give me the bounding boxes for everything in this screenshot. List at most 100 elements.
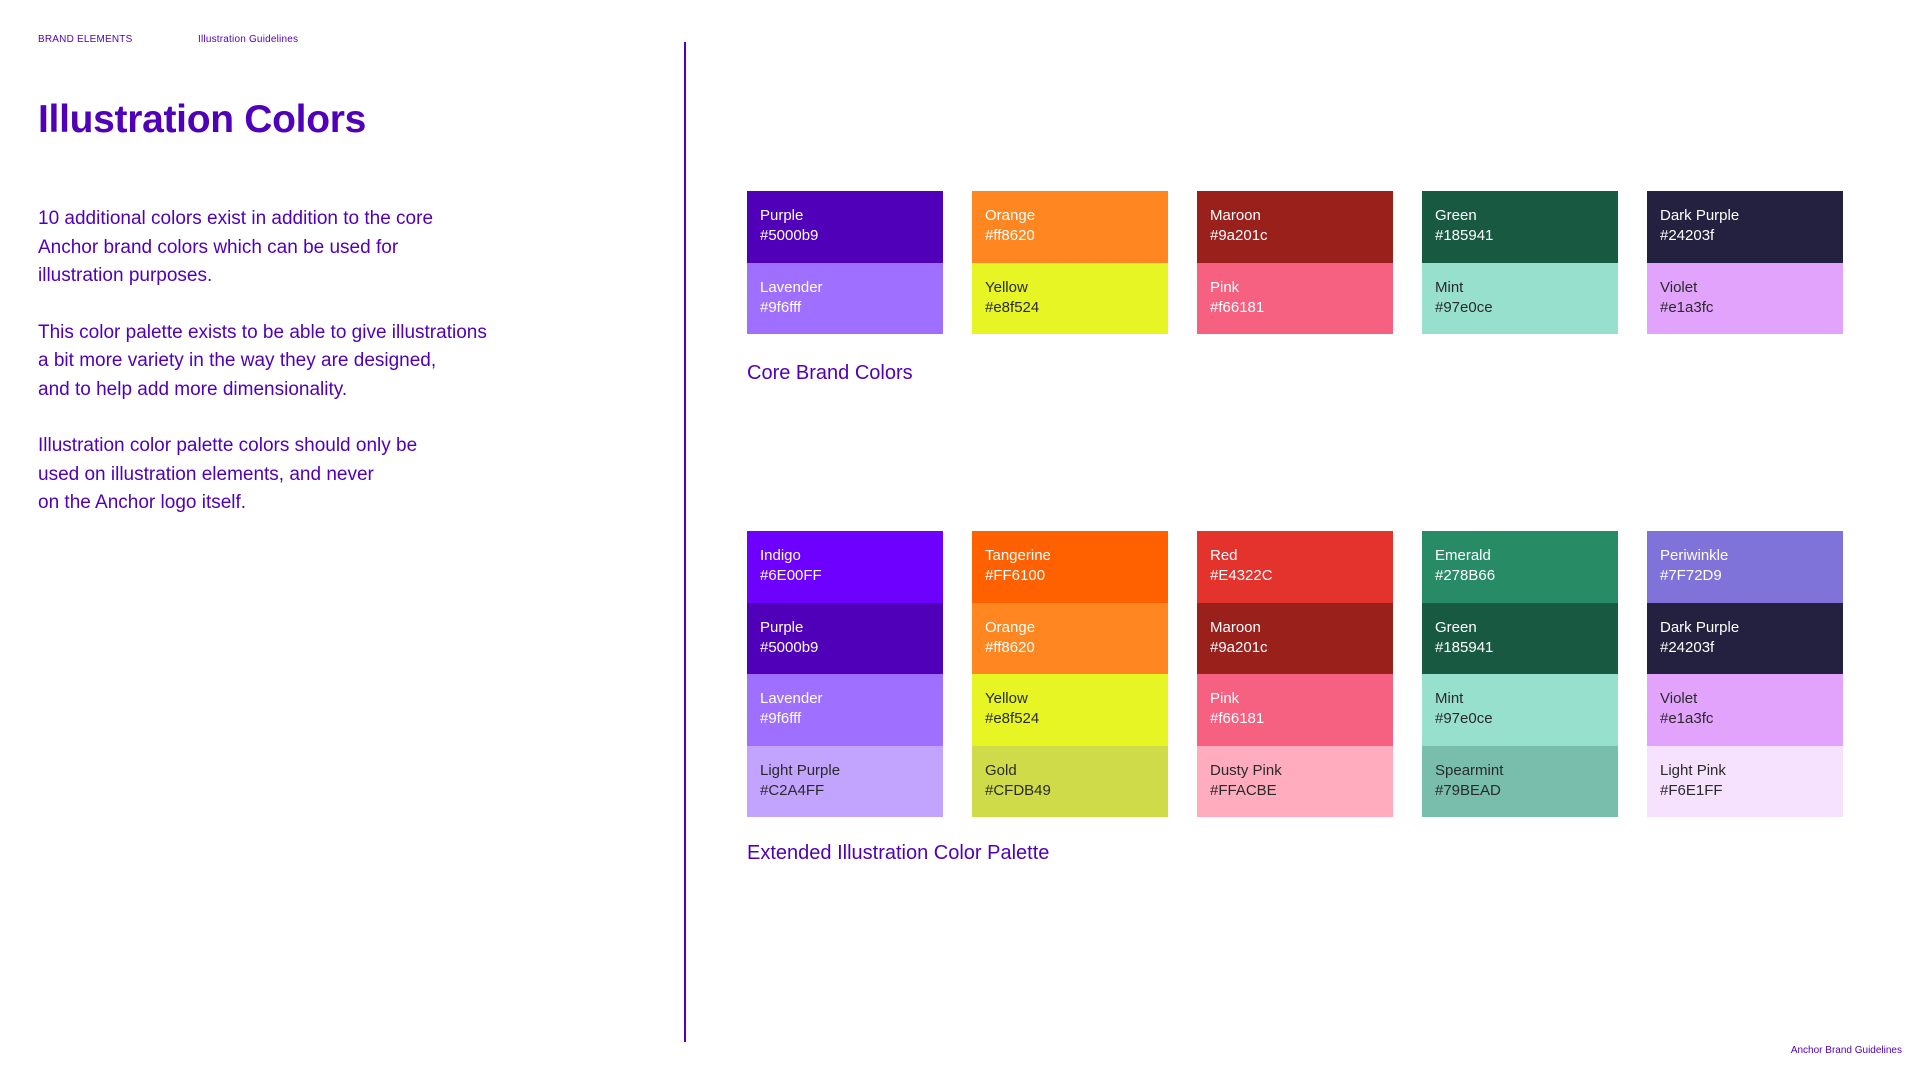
swatch-column: Indigo #6E00FF Purple #5000b9 Lavender #9f6ff… xyxy=(747,531,943,817)
swatch-hex: #9a201c xyxy=(1210,227,1268,244)
swatch-hex: #E4322C xyxy=(1210,567,1273,584)
swatch-hex: #5000b9 xyxy=(760,638,819,656)
swatch-hex: #e1a3fc xyxy=(1660,710,1714,727)
swatch-hex: #FF6100 xyxy=(985,567,1046,584)
swatch-name: Spearmint xyxy=(1435,761,1504,779)
swatch-name: Dark Purple xyxy=(1660,207,1740,224)
swatch-hex: #f66181 xyxy=(1210,298,1265,316)
swatch-name: Gold xyxy=(985,761,1017,779)
footer-brand-guidelines: Anchor Brand Guidelines xyxy=(1790,1045,1902,1056)
core-palette-label: Core Brand Colors xyxy=(747,362,913,384)
swatch-name: Dark Purple xyxy=(1660,618,1740,636)
color-swatch: Maroon #9a201c xyxy=(1197,191,1393,263)
swatch-name: Purple xyxy=(760,207,804,224)
swatch-hex: #ff8620 xyxy=(985,638,1035,656)
color-swatch: Green #185941 xyxy=(1422,602,1618,674)
swatch-name: Red xyxy=(1210,547,1238,564)
swatch-name: Purple xyxy=(760,618,804,636)
swatch-hex: #97e0ce xyxy=(1435,298,1493,316)
swatch-hex: #97e0ce xyxy=(1435,710,1493,727)
swatch-name: Light Purple xyxy=(760,761,841,779)
core-brand-palette: Purple #5000b9 Lavender #9f6fff Orange #ff862… xyxy=(747,191,1843,334)
swatch-name: Orange xyxy=(985,207,1036,224)
swatch-column: Periwinkle #7F72D9 Dark Purple #24203f Viole… xyxy=(1647,531,1843,817)
swatch-hex: #6E00FF xyxy=(760,567,822,584)
swatch-name: Indigo xyxy=(760,547,801,564)
swatch-hex: #9a201c xyxy=(1210,638,1268,656)
swatch-column: Tangerine #FF6100 Orange #ff8620 Yellow #e8f5… xyxy=(972,531,1168,817)
color-swatch: Purple #5000b9 xyxy=(747,191,943,263)
swatch-name: Green xyxy=(1435,207,1477,224)
vertical-divider xyxy=(684,42,686,1042)
color-swatch: Emerald #278B66 xyxy=(1422,531,1618,603)
swatch-hex: #278B66 xyxy=(1435,567,1496,584)
color-swatch: Green #185941 xyxy=(1422,191,1618,263)
color-swatch: Dark Purple #24203f xyxy=(1647,191,1843,263)
swatch-hex: #e8f524 xyxy=(985,710,1040,727)
swatch-column: Maroon #9a201c Pink #f66181 xyxy=(1197,191,1393,334)
swatch-name: Orange xyxy=(985,618,1036,636)
swatch-name: Dusty Pink xyxy=(1210,761,1282,779)
swatch-name: Maroon xyxy=(1210,207,1261,224)
swatch-column: Red #E4322C Maroon #9a201c Pink #f66181 Dusty … xyxy=(1197,531,1393,817)
swatch-name: Yellow xyxy=(985,278,1028,296)
color-swatch: Red #E4322C xyxy=(1197,531,1393,603)
color-swatch: Violet #e1a3fc xyxy=(1647,262,1843,334)
color-swatch: Yellow #e8f524 xyxy=(972,674,1168,746)
swatch-name: Pink xyxy=(1210,690,1240,707)
breadcrumb-section: BRAND ELEMENTS xyxy=(38,34,133,45)
swatch-name: Lavender xyxy=(760,690,823,707)
swatch-hex: #185941 xyxy=(1435,227,1494,244)
swatch-name: Mint xyxy=(1435,690,1464,707)
color-swatch: Maroon #9a201c xyxy=(1197,602,1393,674)
swatch-name: Mint xyxy=(1435,278,1464,296)
swatch-column: Dark Purple #24203f Violet #e1a3fc xyxy=(1647,191,1843,334)
color-swatch: Light Purple #C2A4FF xyxy=(747,745,943,817)
swatch-hex: #24203f xyxy=(1660,227,1715,244)
color-swatch: Pink #f66181 xyxy=(1197,262,1393,334)
swatch-name: Pink xyxy=(1210,278,1240,296)
swatch-name: Yellow xyxy=(985,690,1028,707)
color-swatch: Periwinkle #7F72D9 xyxy=(1647,531,1843,603)
color-swatch: Gold #CFDB49 xyxy=(972,745,1168,817)
swatch-hex: #F6E1FF xyxy=(1660,781,1723,799)
color-swatch: Dusty Pink #FFACBE xyxy=(1197,745,1393,817)
swatch-hex: #CFDB49 xyxy=(985,781,1051,799)
color-swatch: Purple #5000b9 xyxy=(747,602,943,674)
color-swatch: Orange #ff8620 xyxy=(972,191,1168,263)
color-swatch: Tangerine #FF6100 xyxy=(972,531,1168,603)
swatch-hex: #79BEAD xyxy=(1435,781,1501,799)
swatch-hex: #f66181 xyxy=(1210,710,1265,727)
color-swatch: Dark Purple #24203f xyxy=(1647,602,1843,674)
swatch-name: Green xyxy=(1435,618,1477,636)
swatch-name: Violet xyxy=(1660,690,1698,707)
swatch-name: Lavender xyxy=(760,278,823,296)
color-swatch: Lavender #9f6fff xyxy=(747,262,943,334)
color-swatch: Spearmint #79BEAD xyxy=(1422,745,1618,817)
page-title: Illustration Colors xyxy=(38,98,366,141)
swatch-column: Emerald #278B66 Green #185941 Mint #97e0ce Spe… xyxy=(1422,531,1618,817)
swatch-name: Tangerine xyxy=(985,547,1051,564)
color-swatch: Orange #ff8620 xyxy=(972,602,1168,674)
color-swatch: Lavender #9f6fff xyxy=(747,674,943,746)
color-swatch: Mint #97e0ce xyxy=(1422,674,1618,746)
swatch-hex: #5000b9 xyxy=(760,227,819,244)
swatch-hex: #ff8620 xyxy=(985,227,1035,244)
intro-paragraph: This color palette exists to be able to … xyxy=(38,321,487,400)
color-swatch: Yellow #e8f524 xyxy=(972,262,1168,334)
swatch-name: Light Pink xyxy=(1660,761,1726,779)
swatch-hex: #7F72D9 xyxy=(1660,567,1722,584)
intro-paragraph: Illustration color palette colors should… xyxy=(38,435,418,513)
color-swatch: Light Pink #F6E1FF xyxy=(1647,745,1843,817)
swatch-hex: #FFACBE xyxy=(1210,781,1277,799)
swatch-column: Orange #ff8620 Yellow #e8f524 xyxy=(972,191,1168,334)
swatch-hex: #e1a3fc xyxy=(1660,298,1714,316)
extended-palette-label: Extended Illustration Color Palette xyxy=(747,842,1050,864)
swatch-column: Green #185941 Mint #97e0ce xyxy=(1422,191,1618,334)
swatch-name: Violet xyxy=(1660,278,1698,296)
color-swatch: Pink #f66181 xyxy=(1197,674,1393,746)
swatch-hex: #e8f524 xyxy=(985,298,1040,316)
swatch-hex: #24203f xyxy=(1660,638,1715,656)
color-swatch: Violet #e1a3fc xyxy=(1647,674,1843,746)
swatch-column: Purple #5000b9 Lavender #9f6fff xyxy=(747,191,943,334)
